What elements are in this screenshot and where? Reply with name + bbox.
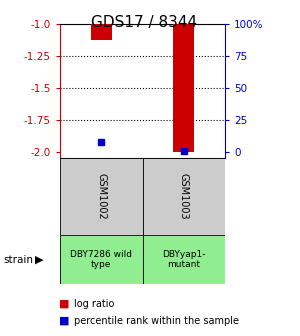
Bar [91,24,112,40]
Text: percentile rank within the sample: percentile rank within the sample [74,316,238,326]
Bar [142,235,225,284]
Bar [173,24,194,152]
Bar [60,235,142,284]
Text: DBY7286 wild
type: DBY7286 wild type [70,250,132,269]
Text: strain: strain [3,255,33,264]
Text: ▶: ▶ [34,255,43,264]
Text: GDS17 / 8344: GDS17 / 8344 [91,15,197,30]
Text: DBYyap1-
mutant: DBYyap1- mutant [162,250,206,269]
Text: ■: ■ [58,299,69,309]
Bar [60,158,142,235]
Text: GSM1002: GSM1002 [96,173,106,220]
Text: GSM1003: GSM1003 [179,173,189,220]
Text: ■: ■ [58,316,69,326]
Bar [142,158,225,235]
Text: log ratio: log ratio [74,299,114,309]
